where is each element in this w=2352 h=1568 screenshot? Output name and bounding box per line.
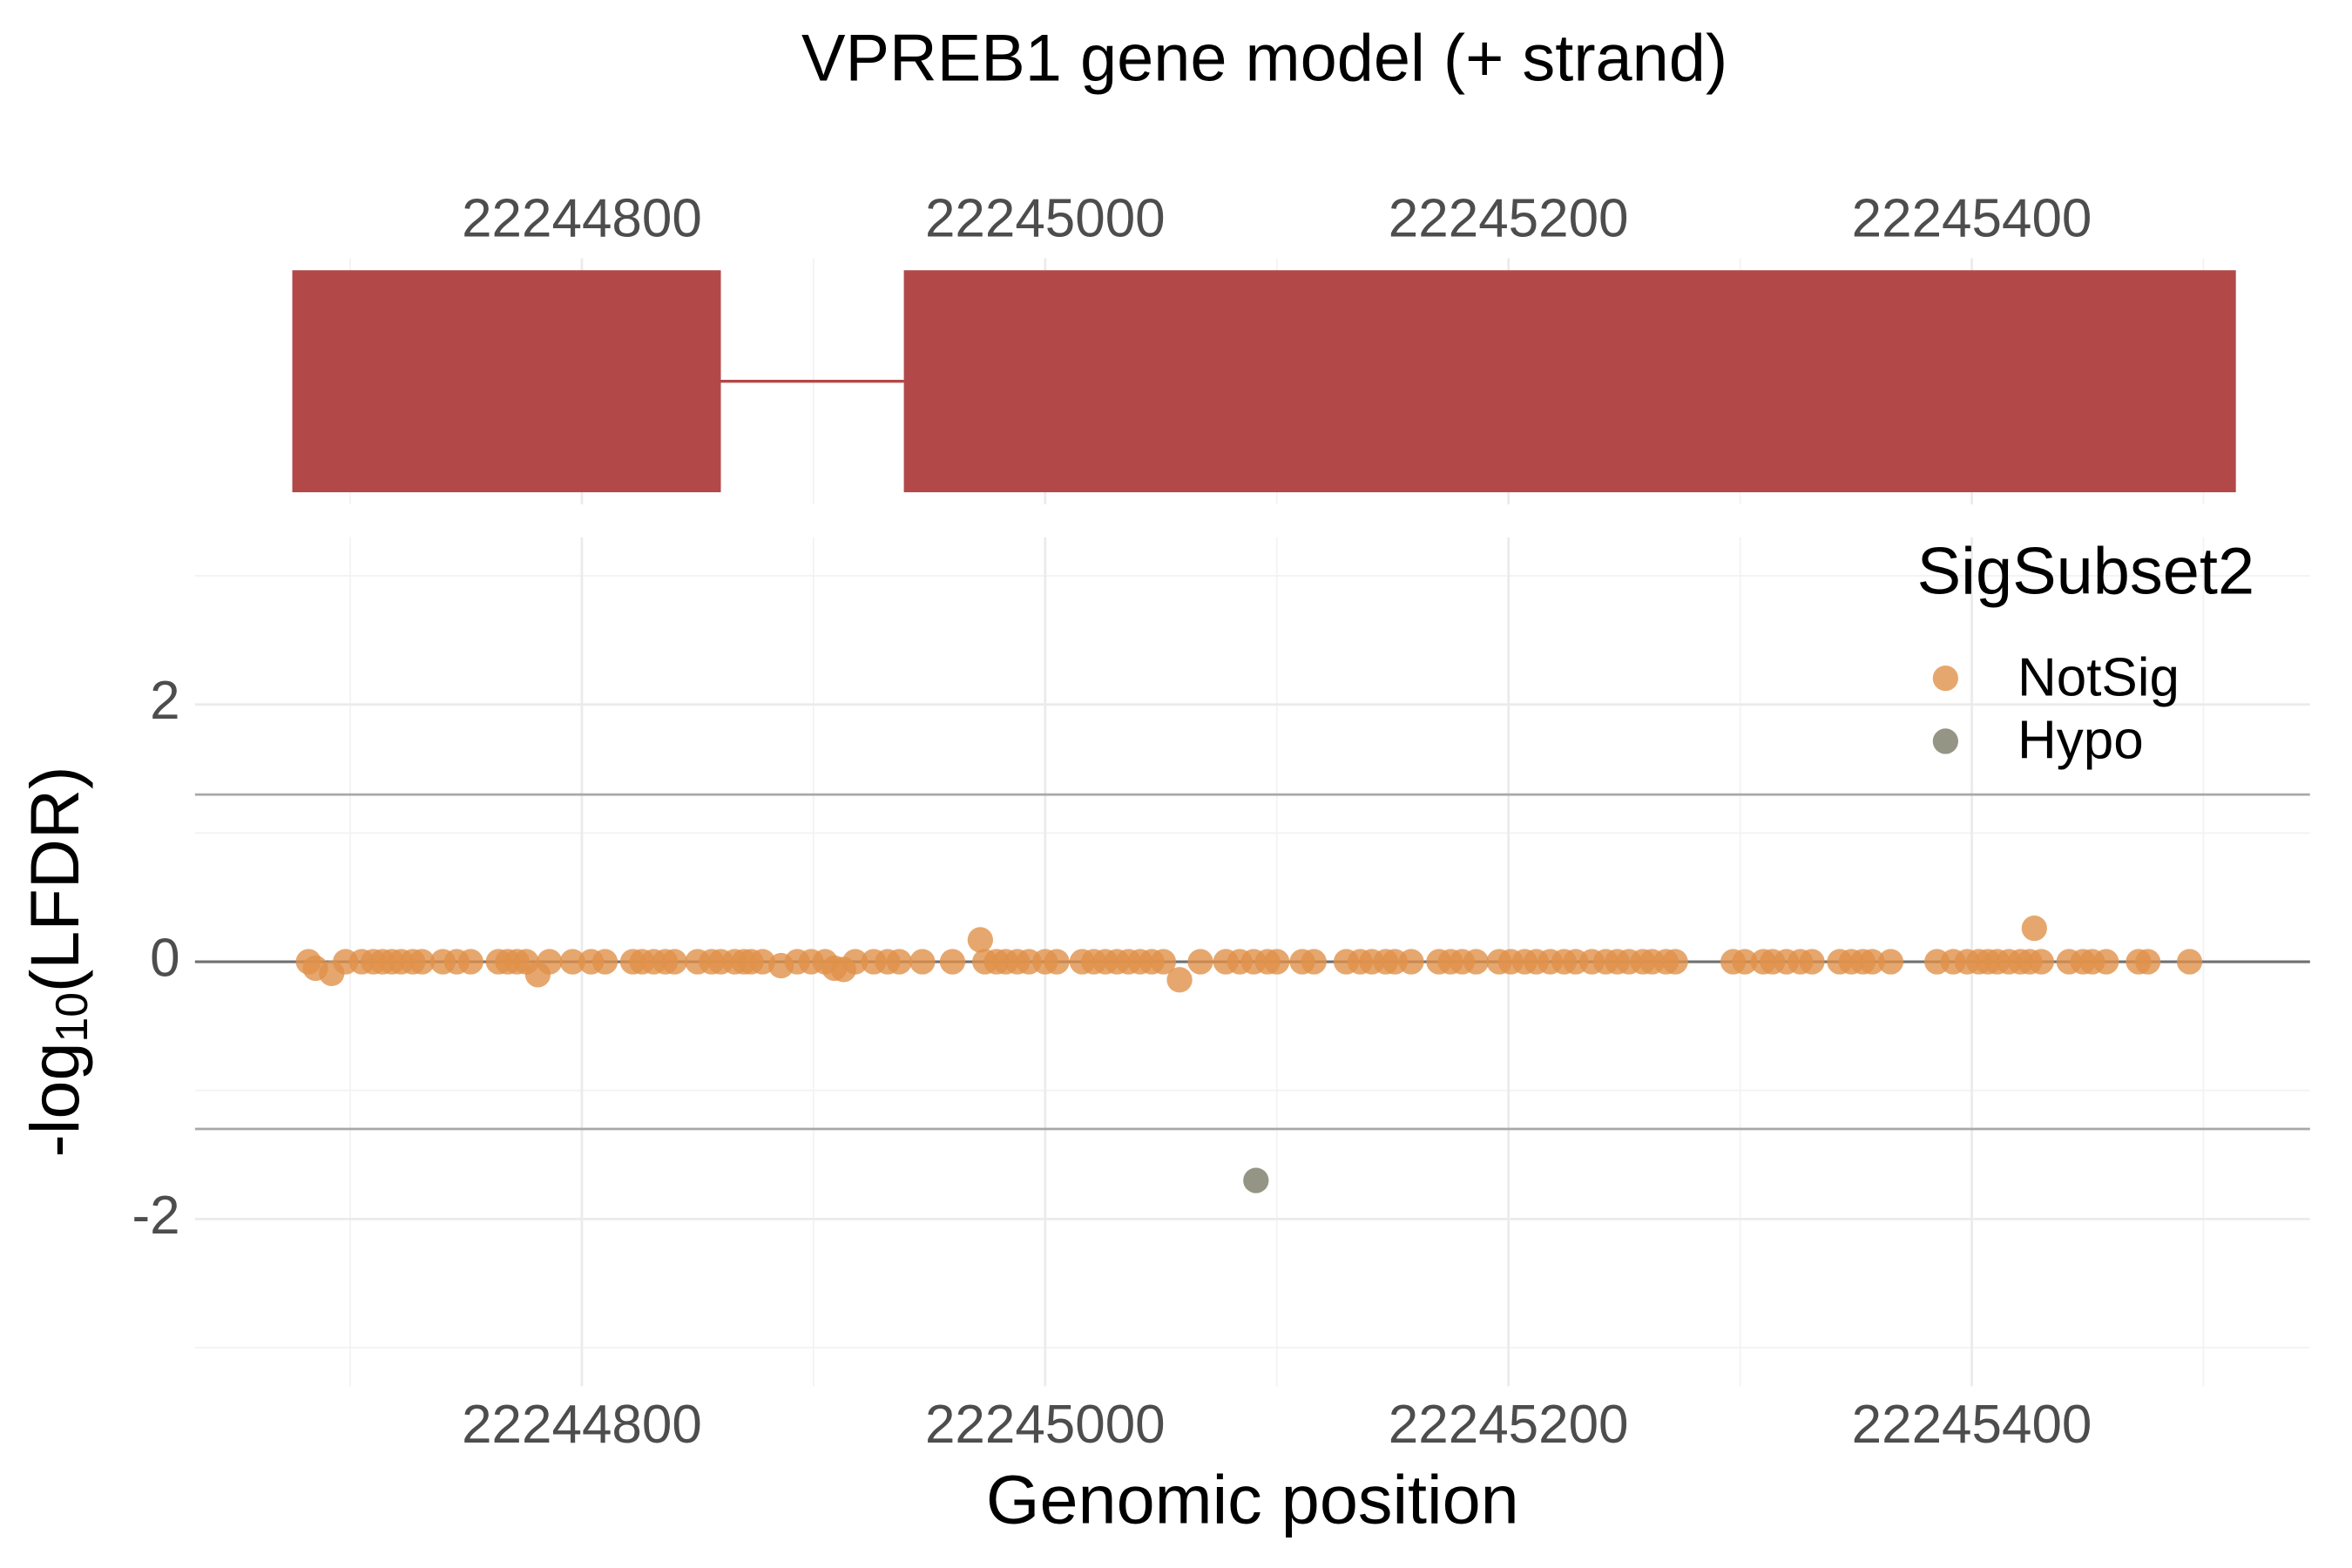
legend-label: NotSig	[2017, 647, 2180, 707]
point	[842, 949, 868, 975]
x-tick-label: 22245000	[925, 1395, 1166, 1455]
point	[886, 949, 912, 975]
point	[1398, 949, 1424, 975]
y-axis-title: -log10(LFDR)	[16, 767, 97, 1158]
x-tick-label: 22245400	[1852, 1395, 2092, 1455]
point	[909, 949, 936, 975]
point	[559, 949, 585, 975]
point	[1732, 949, 1758, 975]
point	[1187, 949, 1213, 975]
y-axis-title-part: -log	[16, 1043, 93, 1158]
point	[537, 949, 563, 975]
x-tick-label: 22245000	[925, 189, 1166, 249]
legend-label: Hypo	[2017, 711, 2144, 771]
point	[1243, 1167, 1269, 1193]
x-tick-label: 22244800	[462, 1395, 702, 1455]
point	[2093, 949, 2119, 975]
point	[1301, 949, 1327, 975]
point	[1166, 967, 1193, 993]
point	[1150, 949, 1177, 975]
x-tick-label: 22244800	[462, 189, 702, 249]
y-tick-label: 2	[150, 671, 179, 731]
y-axis-title-part: (LFDR)	[16, 767, 93, 993]
point	[409, 949, 436, 975]
point	[1463, 949, 1490, 975]
chart-title: VPREB1 gene model (+ strand)	[801, 22, 1727, 96]
y-axis-title-sub: 10	[46, 992, 97, 1042]
point	[457, 949, 483, 975]
y-tick-label: -2	[132, 1186, 180, 1246]
point	[1662, 949, 1688, 975]
x-tick-label: 22245400	[1852, 189, 2092, 249]
point	[2134, 949, 2161, 975]
point	[2176, 949, 2203, 975]
point	[2021, 916, 2047, 942]
legend-marker	[1932, 665, 1958, 692]
point	[661, 949, 687, 975]
point	[939, 949, 966, 975]
legend-marker	[1932, 728, 1958, 754]
point	[2028, 949, 2054, 975]
point	[1264, 949, 1290, 975]
point	[1799, 949, 1825, 975]
x-tick-label: 22245200	[1389, 1395, 1629, 1455]
exon	[903, 270, 2236, 493]
x-tick-label: 22245200	[1389, 189, 1629, 249]
point	[1877, 949, 1904, 975]
exon	[292, 270, 721, 493]
point	[591, 949, 618, 975]
point	[1044, 949, 1070, 975]
x-axis-title: Genomic position	[986, 1460, 1519, 1538]
point	[967, 927, 993, 953]
y-tick-label: 0	[150, 928, 179, 988]
legend-title: SigSubset2	[1917, 535, 2254, 609]
point	[1859, 949, 1885, 975]
